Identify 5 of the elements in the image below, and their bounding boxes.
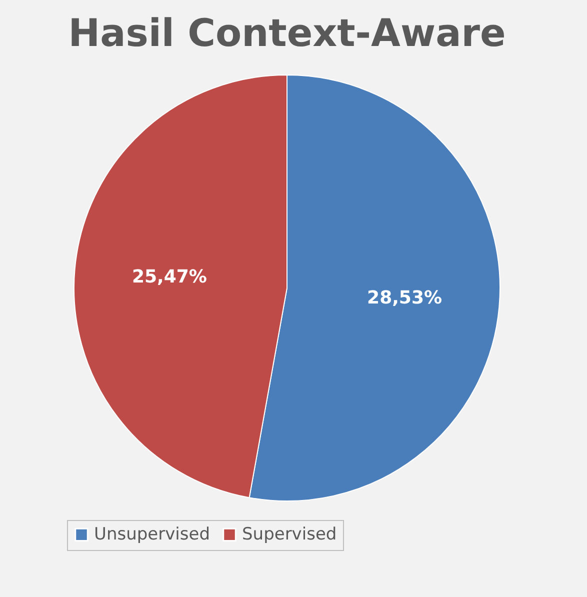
chart-title: Hasil Context-Aware	[68, 11, 506, 55]
legend-label: Unsupervised	[94, 524, 210, 545]
data-label: 28,53%	[367, 287, 442, 308]
data-label: 25,47%	[132, 266, 207, 288]
legend-label: Supervised	[242, 524, 337, 545]
